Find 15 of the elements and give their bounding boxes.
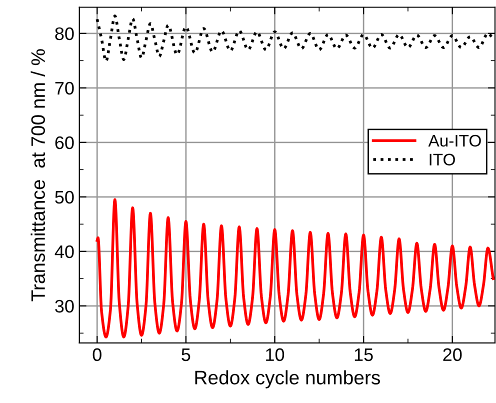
y-tick-label: 70 [55,82,74,95]
x-tick-label: 20 [443,348,462,362]
y-tick-label: 30 [55,300,74,313]
y-tick-label: 80 [55,27,74,40]
x-axis-title: Redox cycle numbers [195,370,380,388]
y-tick-label: 60 [55,136,74,150]
x-tick-label: 15 [354,348,373,362]
x-tick-label: 10 [266,348,284,362]
y-tick-label: 40 [54,245,74,258]
y-axis-title: Transmittance at 700 nm / % [30,49,46,302]
x-tick-label: 0 [92,348,102,362]
legend-label: Au-ITO [428,134,481,147]
y-tick-label: 50 [55,190,74,204]
legend-label: ITO [430,154,455,166]
x-tick-label: 5 [182,348,190,362]
